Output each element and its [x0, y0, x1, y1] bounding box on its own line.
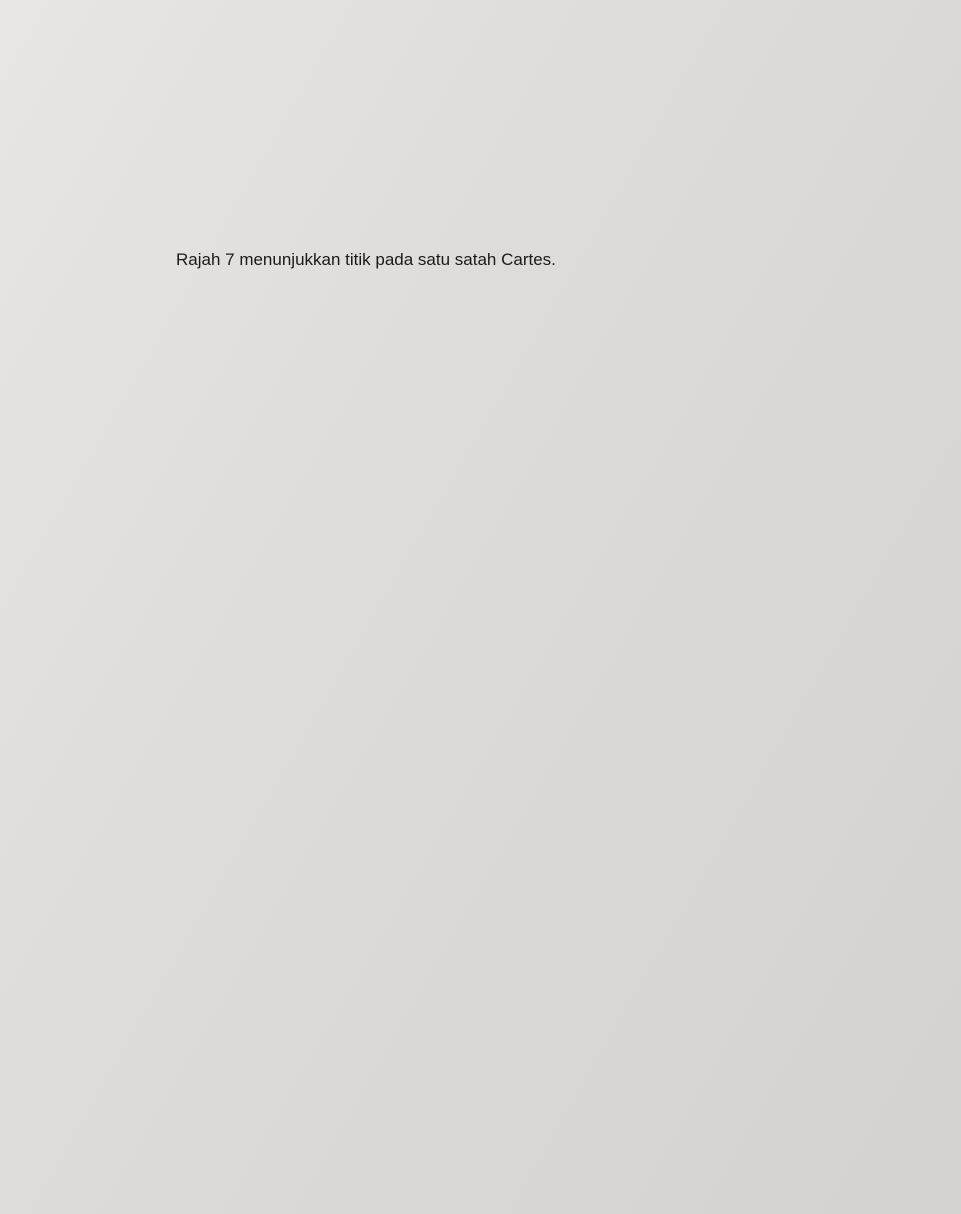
question-12b: Rajah 7 menunjukkan titik pada satu sata…	[140, 246, 911, 273]
cartesian-chart-svg	[336, 293, 636, 443]
exam-page: Rajah 7 menunjukkan titik pada satu sata…	[0, 0, 961, 1214]
part-b-text-ms: Rajah 7 menunjukkan titik pada satu sata…	[176, 246, 556, 273]
part-b-label	[140, 246, 176, 273]
tessellation-svg	[336, 46, 636, 196]
tessellation-figure	[60, 46, 911, 196]
cartesian-chart-wrap	[60, 293, 911, 443]
